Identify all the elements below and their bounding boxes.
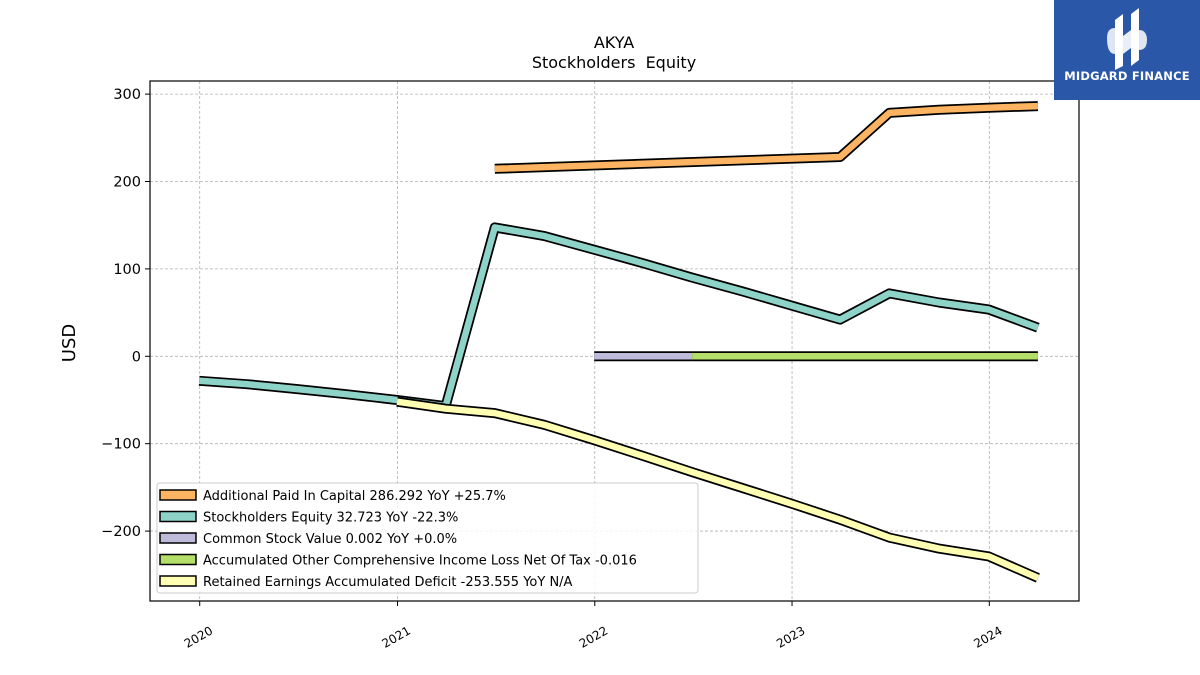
x-tick-label: 2023: [774, 623, 807, 650]
y-tick-label: 0: [132, 349, 141, 365]
legend-box: [156, 482, 699, 594]
legend-swatch: [159, 510, 197, 523]
y-tick-label: −200: [101, 524, 141, 540]
series-2: [198, 222, 1040, 412]
logo-mark-icon: [1107, 8, 1147, 70]
midgard-finance-logo: MIDGARD FINANCE: [1054, 0, 1200, 100]
legend-swatch: [159, 553, 197, 566]
x-tick-label: 2020: [182, 623, 215, 650]
y-axis-label: USD: [59, 324, 80, 362]
series-1: [494, 101, 1039, 174]
legend-label: Stockholders Equity 32.723 YoY -22.3%: [203, 511, 458, 526]
legend-label: Common Stock Value 0.002 YoY +0.0%: [203, 532, 457, 547]
legend: Additional Paid In Capital 286.292 YoY +…: [156, 482, 699, 594]
chart-title: AKYA: [594, 33, 634, 52]
legend-swatch: [159, 575, 197, 587]
y-tick-label: 300: [113, 87, 141, 103]
y-tick-label: 200: [113, 175, 141, 191]
legend-swatch: [159, 489, 197, 501]
x-tick-label: 2021: [380, 623, 413, 650]
legend-swatch: [159, 532, 197, 544]
chart-subtitle: Stockholders Equity: [532, 53, 696, 72]
series-line: [396, 398, 1040, 581]
legend-label: Additional Paid In Capital 286.292 YoY +…: [203, 489, 506, 504]
y-tick-label: −100: [101, 437, 141, 453]
x-tick-label: 2024: [971, 623, 1004, 650]
legend-label: Retained Earnings Accumulated Deficit -2…: [203, 575, 573, 590]
series-5: [396, 396, 1040, 583]
plot-frame: [149, 80, 1080, 602]
series-line: [494, 102, 1039, 173]
y-tick-label: 100: [113, 262, 141, 278]
logo-text: MIDGARD FINANCE: [1064, 69, 1190, 83]
series-layer: [198, 101, 1040, 583]
legend-label: Accumulated Other Comprehensive Income L…: [203, 554, 637, 569]
x-tick-label: 2022: [577, 623, 610, 650]
series-line: [198, 224, 1040, 410]
